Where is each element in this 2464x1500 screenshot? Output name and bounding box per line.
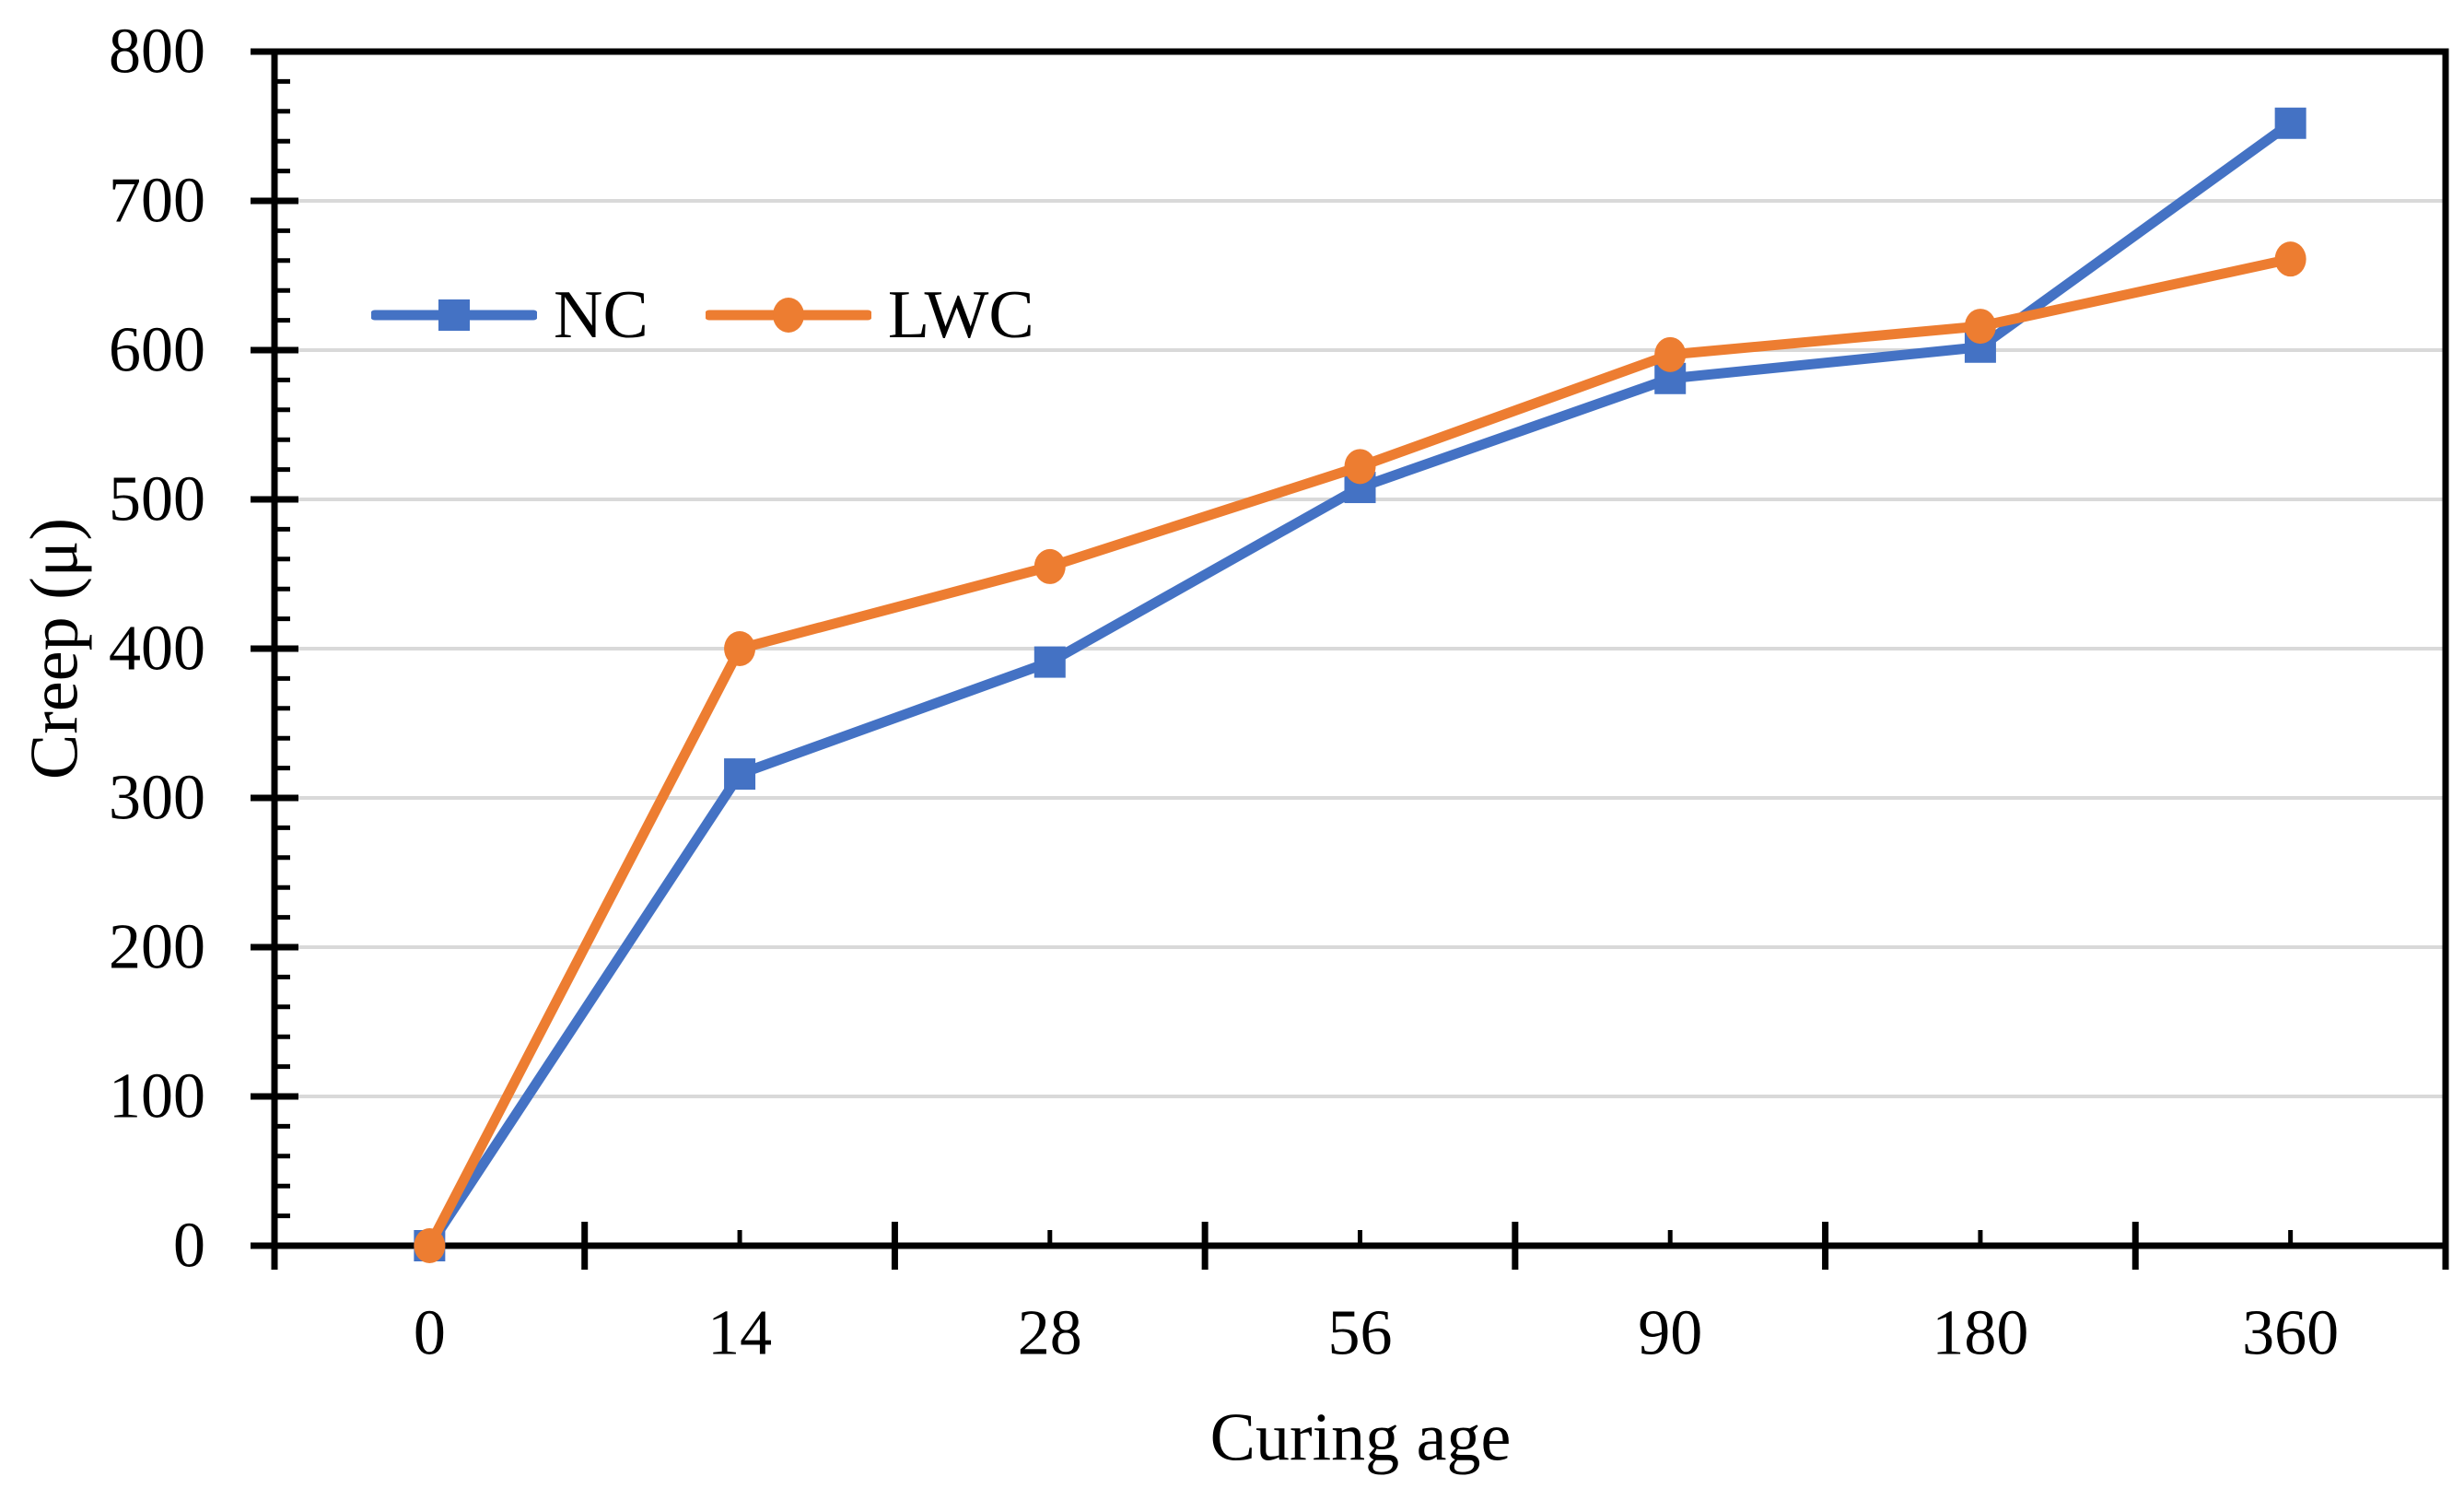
lwc-legend-swatch-icon (705, 298, 871, 333)
nc-legend-marker-icon (438, 299, 470, 331)
legend-label-nc: NC (554, 276, 648, 353)
nc-legend-swatch-icon (371, 299, 537, 331)
lwc-marker (1344, 449, 1376, 485)
x-axis-title: Curing age (1209, 1400, 1512, 1476)
lwc-marker (414, 1228, 446, 1263)
y-tick-label: 200 (109, 912, 205, 983)
y-tick-label: 700 (109, 166, 205, 237)
x-tick-label: 180 (1932, 1298, 2028, 1369)
lwc-marker (1654, 336, 1687, 372)
nc-marker (1033, 646, 1066, 678)
y-tick-label: 400 (109, 614, 205, 685)
legend-label-lwc: LWC (887, 276, 1034, 353)
x-tick-label: 56 (1328, 1298, 1393, 1369)
y-tick-label: 0 (173, 1211, 205, 1282)
lwc-marker (1033, 548, 1066, 584)
y-tick-label: 100 (109, 1061, 205, 1132)
y-tick-label: 600 (109, 315, 205, 386)
nc-marker (724, 758, 756, 791)
y-tick-label: 300 (109, 763, 205, 834)
lwc-legend-marker-icon (772, 298, 804, 333)
lwc-marker (2274, 241, 2306, 277)
x-tick-label: 90 (1638, 1298, 1702, 1369)
y-tick-label: 500 (109, 464, 205, 535)
x-tick-label: 14 (707, 1298, 772, 1369)
y-tick-label: 800 (109, 17, 205, 88)
x-tick-label: 28 (1018, 1298, 1082, 1369)
lwc-marker (1964, 309, 1996, 345)
legend-item-nc: NC (371, 276, 648, 355)
lwc-marker (724, 631, 756, 666)
y-axis-title: Creep (μ) (17, 517, 93, 780)
legend: NC LWC (371, 276, 1034, 354)
nc-marker (2274, 107, 2306, 139)
x-tick-label: 360 (2242, 1298, 2339, 1369)
legend-item-lwc: LWC (705, 276, 1034, 355)
x-tick-label: 0 (414, 1298, 446, 1369)
